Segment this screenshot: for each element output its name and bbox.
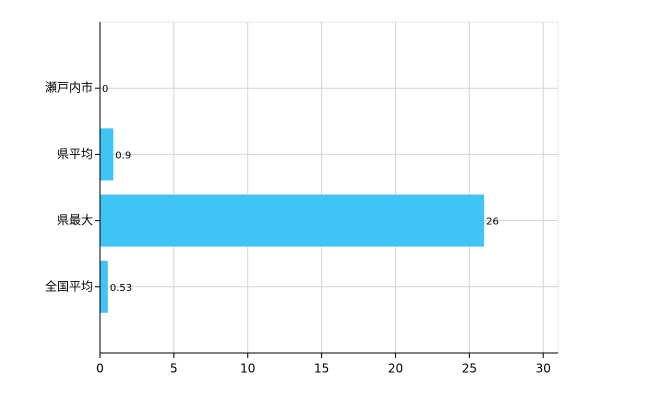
x-tick-label: 10 xyxy=(240,362,255,376)
y-tick-label: 瀬戸内市 xyxy=(45,80,93,95)
bar xyxy=(100,260,108,313)
value-label: 0.9 xyxy=(115,150,131,161)
y-tick-label: 全国平均 xyxy=(45,278,93,293)
bar xyxy=(100,194,485,247)
y-tick-label: 県最大 xyxy=(57,213,93,227)
y-tick-label: 県平均 xyxy=(57,147,93,161)
value-label: 26 xyxy=(486,217,499,228)
x-tick-label: 5 xyxy=(170,362,178,376)
value-label: 0.53 xyxy=(110,283,132,294)
x-tick-label: 25 xyxy=(462,362,477,376)
bar xyxy=(100,128,114,181)
x-tick-label: 15 xyxy=(314,362,329,376)
x-tick-label: 20 xyxy=(388,362,403,376)
x-tick-label: 30 xyxy=(536,362,551,376)
x-tick-label: 0 xyxy=(96,362,104,376)
value-label: 0 xyxy=(102,84,108,95)
